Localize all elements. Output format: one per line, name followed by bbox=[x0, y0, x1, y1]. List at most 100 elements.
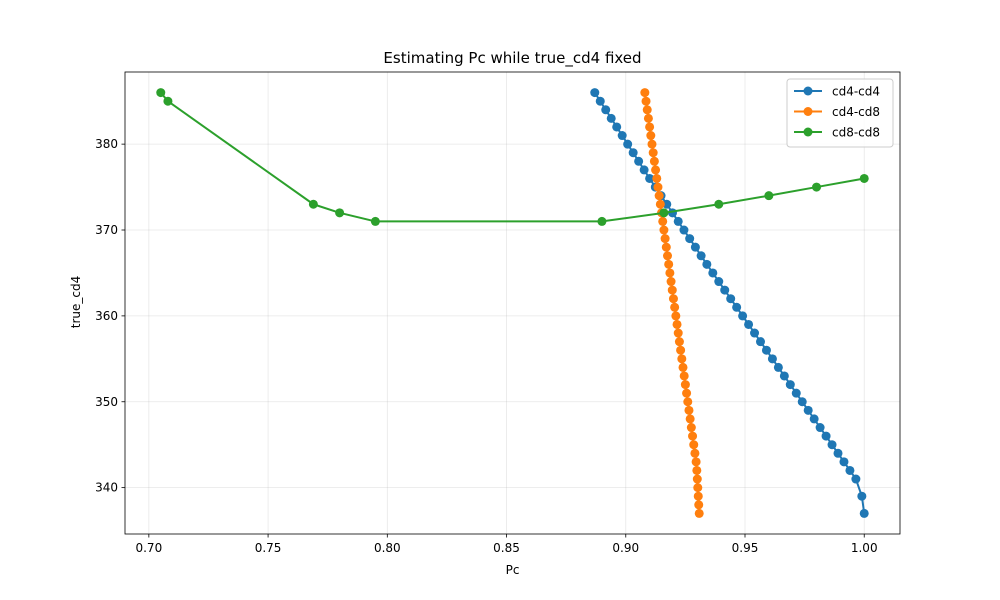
data-point bbox=[647, 139, 657, 149]
plot-frame bbox=[124, 71, 901, 535]
data-point bbox=[679, 225, 689, 235]
data-point bbox=[683, 397, 693, 407]
data-point bbox=[645, 173, 655, 183]
chart-title: Estimating Pc while true_cd4 fixed bbox=[383, 49, 641, 68]
legend-label: cd8-cd8 bbox=[832, 126, 880, 140]
data-point bbox=[664, 259, 674, 269]
y-ticks: 340 350 360 370 380 bbox=[95, 137, 125, 495]
data-point bbox=[679, 371, 689, 381]
data-point bbox=[673, 216, 683, 226]
y-axis-label: true_cd4 bbox=[69, 276, 83, 328]
data-point bbox=[671, 311, 681, 321]
data-point bbox=[720, 285, 730, 295]
data-point bbox=[678, 362, 688, 372]
series-layer bbox=[156, 88, 869, 518]
data-point bbox=[667, 285, 677, 295]
data-point bbox=[692, 465, 702, 475]
data-point bbox=[682, 388, 692, 398]
data-point bbox=[812, 182, 822, 192]
x-tick-label: 0.75 bbox=[255, 541, 282, 555]
data-point bbox=[827, 440, 837, 450]
data-point bbox=[673, 328, 683, 338]
data-point bbox=[692, 474, 702, 484]
data-point bbox=[595, 96, 605, 106]
data-point bbox=[308, 199, 318, 209]
data-point bbox=[655, 199, 665, 209]
y-tick-label: 350 bbox=[95, 395, 118, 409]
data-point bbox=[659, 225, 669, 235]
data-point bbox=[857, 491, 867, 501]
data-point bbox=[714, 277, 724, 287]
data-point bbox=[677, 354, 687, 364]
data-point bbox=[696, 251, 706, 261]
data-point bbox=[648, 148, 658, 158]
data-point bbox=[674, 337, 684, 347]
y-tick-label: 370 bbox=[95, 223, 118, 237]
data-point bbox=[670, 302, 680, 312]
data-point bbox=[335, 208, 345, 218]
data-point bbox=[640, 88, 650, 98]
data-point bbox=[606, 113, 616, 123]
data-point bbox=[821, 431, 831, 441]
data-point bbox=[651, 165, 661, 175]
data-point bbox=[662, 199, 672, 209]
data-point bbox=[617, 131, 627, 141]
legend-marker bbox=[803, 86, 813, 96]
data-point bbox=[668, 294, 678, 304]
grid bbox=[125, 72, 900, 534]
data-point bbox=[370, 216, 380, 226]
data-point bbox=[689, 440, 699, 450]
data-point bbox=[702, 259, 712, 269]
data-point bbox=[833, 448, 843, 458]
x-tick-label: 0.70 bbox=[135, 541, 162, 555]
data-point bbox=[641, 96, 651, 106]
legend-label: cd4-cd8 bbox=[832, 105, 880, 119]
data-point bbox=[658, 216, 668, 226]
data-point bbox=[672, 319, 682, 329]
legend-label: cd4-cd4 bbox=[832, 85, 880, 99]
data-point bbox=[653, 182, 663, 192]
data-point bbox=[685, 234, 695, 244]
legend-box bbox=[786, 78, 894, 148]
x-tick-label: 0.90 bbox=[612, 541, 639, 555]
data-point bbox=[785, 380, 795, 390]
x-tick-label: 1.00 bbox=[851, 541, 878, 555]
series-cd4-cd8 bbox=[640, 88, 704, 518]
legend-item-cd4-cd4: cd4-cd4 bbox=[794, 85, 880, 99]
series-cd8-cd8 bbox=[156, 88, 869, 226]
y-tick-label: 380 bbox=[95, 137, 118, 151]
data-point bbox=[685, 414, 695, 424]
data-point bbox=[652, 173, 662, 183]
data-point bbox=[660, 234, 670, 244]
data-point bbox=[693, 483, 703, 493]
data-point bbox=[693, 491, 703, 501]
data-point bbox=[859, 173, 869, 183]
legend-item-cd4-cd8: cd4-cd8 bbox=[794, 105, 880, 119]
data-point bbox=[791, 388, 801, 398]
y-tick-label: 340 bbox=[95, 481, 118, 495]
data-point bbox=[761, 345, 771, 355]
data-point bbox=[803, 405, 813, 415]
data-point bbox=[744, 319, 754, 329]
data-point bbox=[839, 457, 849, 467]
data-point bbox=[666, 277, 676, 287]
data-point bbox=[643, 113, 653, 123]
data-point bbox=[601, 105, 611, 115]
data-point bbox=[590, 88, 600, 98]
data-point bbox=[642, 105, 652, 115]
data-point bbox=[628, 148, 638, 158]
data-point bbox=[764, 191, 774, 201]
data-point bbox=[694, 508, 704, 518]
data-point bbox=[645, 122, 655, 132]
data-point bbox=[649, 156, 659, 166]
data-point bbox=[654, 191, 664, 201]
data-point bbox=[708, 268, 718, 278]
x-tick-label: 0.95 bbox=[732, 541, 759, 555]
data-point bbox=[714, 199, 724, 209]
data-point bbox=[859, 508, 869, 518]
data-point bbox=[694, 500, 704, 510]
data-point bbox=[665, 268, 675, 278]
data-point bbox=[845, 465, 855, 475]
x-axis-label: Pc bbox=[506, 563, 520, 577]
